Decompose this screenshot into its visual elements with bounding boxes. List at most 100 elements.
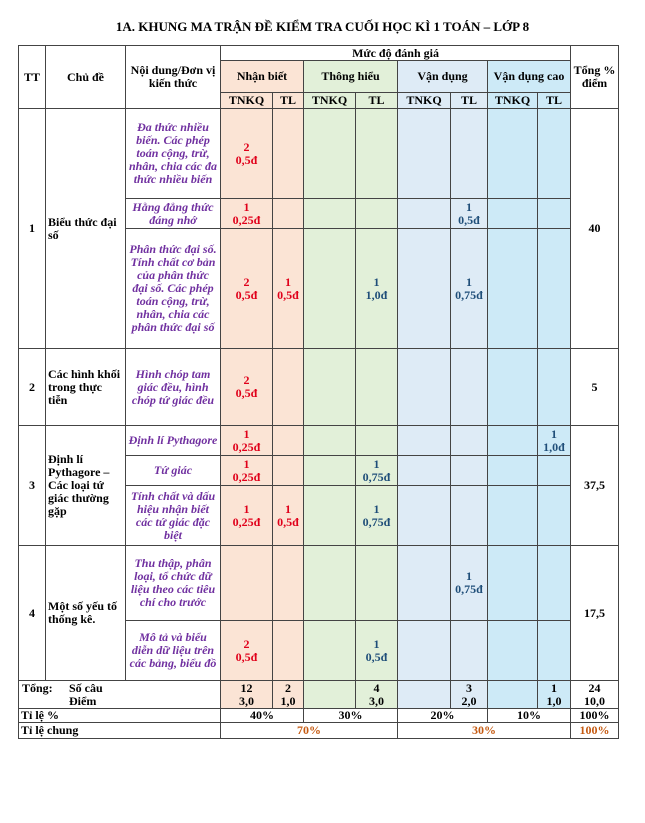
content: Đa thức nhiều biến. Các phép toán cộng, … xyxy=(125,108,221,199)
header-level: Vận dụng xyxy=(397,60,488,93)
header-sub: TL xyxy=(536,92,572,109)
value-cell: 1 0,25đ xyxy=(220,455,273,486)
header-content: Nội dung/Đơn vị kiến thức xyxy=(125,45,221,109)
value-cell xyxy=(450,620,488,681)
value-cell xyxy=(536,545,572,621)
table-row: 3 Định lí Pythagore – Các loại tứ giác th… xyxy=(18,425,620,546)
value-cell: 1 0,5đ xyxy=(272,485,304,546)
value-cell xyxy=(303,620,356,681)
count: 1 xyxy=(373,501,380,516)
topic-total: 37,5 xyxy=(570,425,620,546)
value-cell xyxy=(450,425,488,456)
table-row: TNKQ TL TNKQ TL TNKQ TL TNKQ TL xyxy=(19,92,619,109)
table-row: Tỉ lệ chung 70% 30% 100% xyxy=(18,722,620,739)
value-cell xyxy=(355,198,398,229)
value-cell xyxy=(272,108,304,199)
value-cell: 1 0,25đ xyxy=(220,485,273,546)
value-cell: 1 0,25đ xyxy=(220,425,273,456)
table-row: Tứ giác 1 0,25đ 1 0,75đ xyxy=(19,455,619,486)
header-tt: TT xyxy=(18,45,46,109)
count: 3 xyxy=(466,680,472,695)
value-cell: 1 0,25đ xyxy=(220,198,273,229)
value-cell xyxy=(487,455,538,486)
count: 1 xyxy=(466,569,472,583)
value-cell xyxy=(536,228,572,349)
value-cell: 1 0,75đ xyxy=(450,545,488,621)
value-cell xyxy=(303,198,356,229)
content: Thu thập, phân loại, tổ chức dữ liệu the… xyxy=(125,545,221,621)
matrix-table: TT Chủ đề Nội dung/Đơn vị kiến thức Mức độ … xyxy=(18,45,620,739)
table-row: Tính chất và dấu hiệu nhận biết các tứ g… xyxy=(19,485,619,546)
table-row: TT Chủ đề Nội dung/Đơn vị kiến thức Mức độ … xyxy=(18,45,620,109)
points: 1,0đ xyxy=(543,439,565,454)
value-cell xyxy=(487,228,538,349)
content: Hằng đẳng thức đáng nhớ xyxy=(125,198,221,229)
points: 10,0 xyxy=(584,693,606,708)
count: 1 xyxy=(243,501,250,516)
value-cell: 1 1,0đ xyxy=(536,425,572,456)
value-cell xyxy=(536,108,572,199)
value-cell xyxy=(355,348,398,426)
count: 1 xyxy=(373,456,380,471)
ratio-total: 100% xyxy=(570,708,620,723)
points: 3,0 xyxy=(369,693,384,708)
topic-total: 40 xyxy=(570,108,620,349)
table-row: 2 Các hình khối trong thực tiễn Hình chóp … xyxy=(18,348,620,426)
topic-number: 1 xyxy=(18,108,46,349)
count: 1 xyxy=(285,274,291,289)
value-cell: 2 0,5đ xyxy=(220,348,273,426)
points: 0,75đ xyxy=(362,514,391,529)
topic-number: 3 xyxy=(18,425,46,546)
totals-label: Tổng: Số câu Điểm xyxy=(18,680,221,709)
value-cell xyxy=(536,485,572,546)
value-cell xyxy=(355,108,398,199)
ratio-value: 30% xyxy=(303,708,398,723)
header-level-group: Mức độ đánh giá xyxy=(219,45,572,61)
value-cell xyxy=(272,455,304,486)
header-level: Thông hiểu xyxy=(303,60,398,93)
topic-number: 4 xyxy=(18,545,46,681)
points: 0,5đ xyxy=(277,287,299,302)
value-cell xyxy=(397,485,451,546)
totals-title: Tổng: xyxy=(22,681,53,695)
value-cell xyxy=(272,620,304,681)
value-cell xyxy=(536,348,572,426)
topic-total: 17,5 xyxy=(570,545,620,681)
header-sub: TL xyxy=(272,92,304,109)
points: 2,0 xyxy=(461,693,477,708)
value-cell xyxy=(303,680,356,709)
count: 1 xyxy=(551,680,557,695)
value-cell: 2 0,5đ xyxy=(220,620,273,681)
value-cell xyxy=(397,348,451,426)
value-cell xyxy=(536,198,572,229)
table-body: TT Chủ đề Nội dung/Đơn vị kiến thức Mức độ … xyxy=(18,45,620,739)
header-sub: TNKQ xyxy=(303,92,356,109)
points: 0,5đ xyxy=(235,386,258,400)
count: 1 xyxy=(285,501,291,516)
content: Tứ giác xyxy=(125,455,221,486)
count: 2 xyxy=(285,680,291,695)
points: 0,25đ xyxy=(232,514,261,529)
overall-value: 70% xyxy=(220,722,398,739)
header-sub: TNKQ xyxy=(397,92,451,109)
ratio-value: 20% xyxy=(397,708,488,723)
content: Định lí Pythagore xyxy=(125,425,221,456)
topic-name: Các hình khối trong thực tiễn xyxy=(45,348,126,426)
value-cell xyxy=(303,228,356,349)
value-cell xyxy=(303,455,356,486)
table-row: Tỉ lệ % 40% 30% 20% 10% 100% xyxy=(18,708,620,723)
points: 0,5đ xyxy=(235,152,258,167)
value-cell xyxy=(450,485,488,546)
points: 1,0 xyxy=(546,693,562,708)
count: 1 xyxy=(243,199,250,214)
value-cell xyxy=(397,455,451,486)
content: Mô tả và biểu diễn dữ liệu trên các bảng… xyxy=(125,620,221,681)
value-cell: 1 0,75đ xyxy=(355,485,398,546)
topic-name: Một số yếu tố thống kê. xyxy=(45,545,126,681)
value-cell xyxy=(397,680,451,709)
points-label: Điểm xyxy=(69,693,97,708)
count: 1 xyxy=(243,456,250,471)
header-level: Nhận biết xyxy=(220,60,304,93)
table-row: Phân thức đại số. Tính chất cơ bản của p… xyxy=(19,228,619,349)
